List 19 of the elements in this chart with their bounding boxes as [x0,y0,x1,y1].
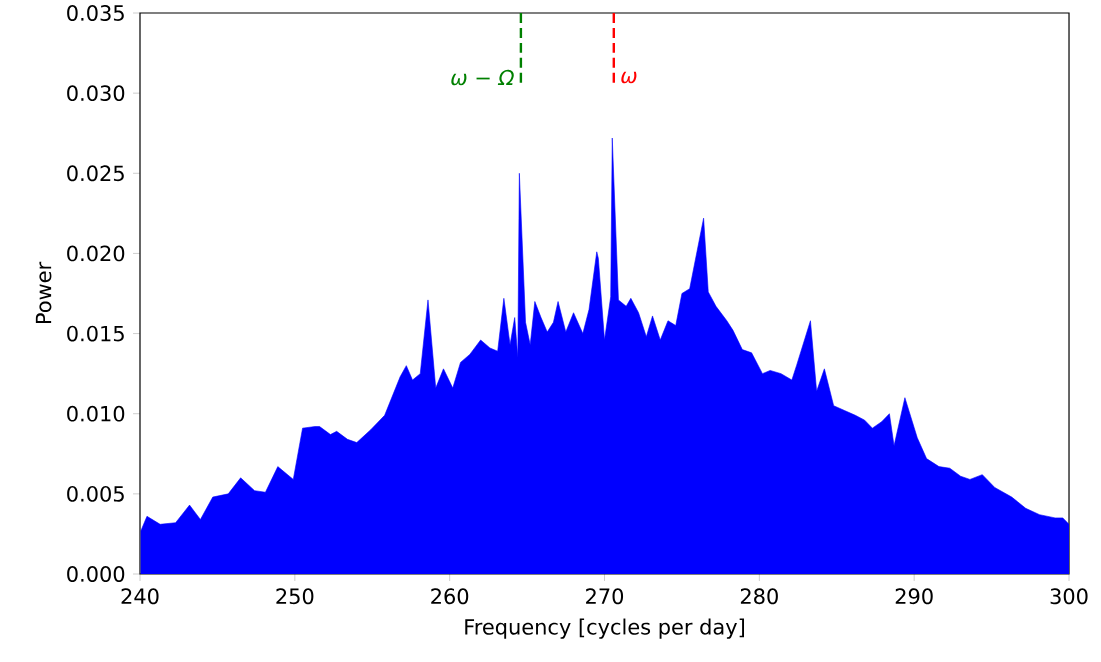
y-tick-label: 0.035 [67,5,124,21]
ref-line-label: ω − Ω [451,69,514,86]
x-tick-label: 280 [740,588,778,605]
y-axis-title: Power [35,261,52,324]
y-tick-label: 0.010 [67,405,125,422]
y-tick-label: 0.030 [67,85,125,102]
y-tick-label: 0.005 [67,485,124,502]
x-tick-label: 240 [121,588,159,605]
y-tick-label: 0.000 [67,566,125,582]
x-tick-label: 250 [276,588,314,605]
y-tick-label: 0.015 [67,325,124,342]
ref-line-label: ω [621,71,637,84]
y-tick-label: 0.025 [67,165,124,182]
x-tick-label: 290 [895,588,933,605]
x-tick-label: 300 [1050,588,1088,605]
y-tick-label: 0.020 [67,245,125,262]
x-tick-label: 270 [586,588,624,605]
x-tick-label: 260 [431,588,469,605]
x-axis-title: Frequency [cycles per day] [465,618,745,639]
